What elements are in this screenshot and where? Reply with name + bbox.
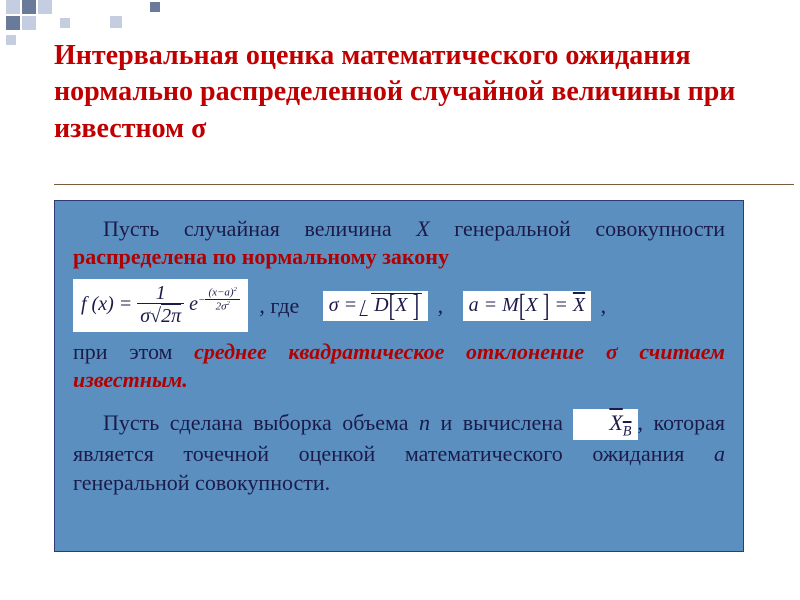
slide: Интервальная оценка математического ожид… — [0, 0, 800, 600]
content-box: Пусть случайная величина X генеральной с… — [54, 200, 744, 552]
paragraph-2: при этом среднее квадратическое отклонен… — [73, 338, 725, 394]
f-eq: f (x) = — [81, 293, 137, 315]
p3-a-it: а — [714, 441, 725, 466]
p2-a: при этом — [73, 339, 194, 364]
xb-inline: XВ — [573, 409, 637, 441]
slide-title: Интервальная оценка математического ожид… — [54, 38, 754, 147]
xb-sub: В — [623, 423, 632, 439]
title-text: Интервальная оценка математического ожид… — [54, 40, 735, 144]
formula-a: a = M[X ] = X — [463, 291, 591, 321]
formula-row: f (x) = 1 σ√2π e−(x−a)22σ2 , где σ = D[X… — [73, 279, 725, 332]
exponent: −(x−a)22σ2 — [198, 294, 240, 306]
formula-sigma: σ = D[X ] — [323, 291, 428, 321]
sigma-eq: σ = — [329, 294, 362, 316]
paragraph-3: Пусть сделана выборка объема n и вычисле… — [73, 409, 725, 497]
paragraph-1: Пусть случайная величина X генеральной с… — [73, 215, 725, 271]
formula-f: f (x) = 1 σ√2π e−(x−a)22σ2 — [73, 279, 248, 332]
p1-highlight: распределена по нормальному закону — [73, 244, 449, 269]
p3-d: генеральной совокупности. — [73, 470, 330, 495]
frac-main: 1 σ√2π — [137, 283, 184, 328]
title-underline — [54, 184, 794, 185]
xbar: X — [573, 294, 585, 316]
p1-x: X — [416, 216, 429, 241]
p1-text-a: Пусть случайная величина — [103, 216, 416, 241]
e: e — [189, 293, 198, 315]
p3-n: n — [419, 410, 430, 435]
p1-text-b: генеральной совокупности — [430, 216, 725, 241]
comma2: , — [601, 292, 607, 320]
gde: , где — [259, 292, 299, 320]
sqrt-dx: D[X ] — [362, 293, 422, 319]
p3-b: и вычислена — [430, 410, 573, 435]
xb: X — [609, 410, 622, 435]
comma1: , — [438, 292, 444, 320]
p3-a: Пусть сделана выборка объема — [103, 410, 419, 435]
